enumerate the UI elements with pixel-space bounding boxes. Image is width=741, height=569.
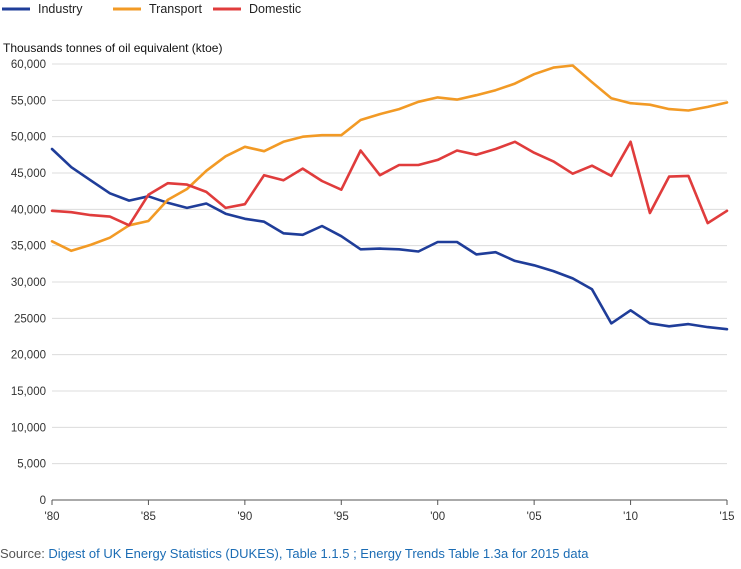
- x-axis-ticks: '80 '85 '90 '95 '00 '05 '10 '15: [45, 500, 735, 523]
- legend-label-domestic: Domestic: [249, 2, 301, 16]
- legend-label-transport: Transport: [149, 2, 203, 16]
- y-tick-label: 40,000: [11, 204, 46, 216]
- series-line-industry: [50, 147, 729, 331]
- x-tick-label: '05: [527, 511, 542, 523]
- y-tick-label: 35,000: [11, 241, 46, 253]
- source-link[interactable]: Digest of UK Energy Statistics (DUKES), …: [48, 546, 589, 561]
- y-tick-label: 0: [40, 495, 46, 507]
- y-tick-label: 60,000: [11, 59, 46, 71]
- x-tick-label: '85: [141, 511, 156, 523]
- y-tick-label: 45,000: [11, 168, 46, 180]
- gridlines: [52, 63, 727, 465]
- x-tick-label: '80: [45, 511, 60, 523]
- x-tick-label: '95: [334, 511, 349, 523]
- source-note: Source: Digest of UK Energy Statistics (…: [0, 546, 588, 561]
- series-line-domestic: [50, 140, 729, 227]
- y-tick-label: 50,000: [11, 132, 46, 144]
- y-tick-label: 10,000: [11, 422, 46, 434]
- y-tick-label: 20,000: [11, 350, 46, 362]
- x-tick-label: '15: [720, 511, 735, 523]
- y-tick-label: 5,000: [17, 459, 46, 471]
- y-tick-label: 15,000: [11, 386, 46, 398]
- series-line-transport: [50, 64, 729, 253]
- source-prefix: Source:: [0, 546, 49, 561]
- y-axis-title: Thousands tonnes of oil equivalent (ktoe…: [3, 41, 222, 55]
- x-tick-label: '90: [237, 511, 252, 523]
- y-tick-label: 30,000: [11, 277, 46, 289]
- x-tick-label: '00: [430, 511, 445, 523]
- y-tick-label: 25000: [14, 313, 46, 325]
- legend-label-industry: Industry: [38, 2, 83, 16]
- x-tick-label: '10: [623, 511, 638, 523]
- y-axis-ticks: 0 5,000 10,000 15,000 20,000 25000 30,000 35,00…: [11, 59, 46, 507]
- y-tick-label: 55,000: [11, 95, 46, 107]
- series-lines: [50, 64, 729, 331]
- legend: Industry Transport Domestic: [2, 2, 301, 16]
